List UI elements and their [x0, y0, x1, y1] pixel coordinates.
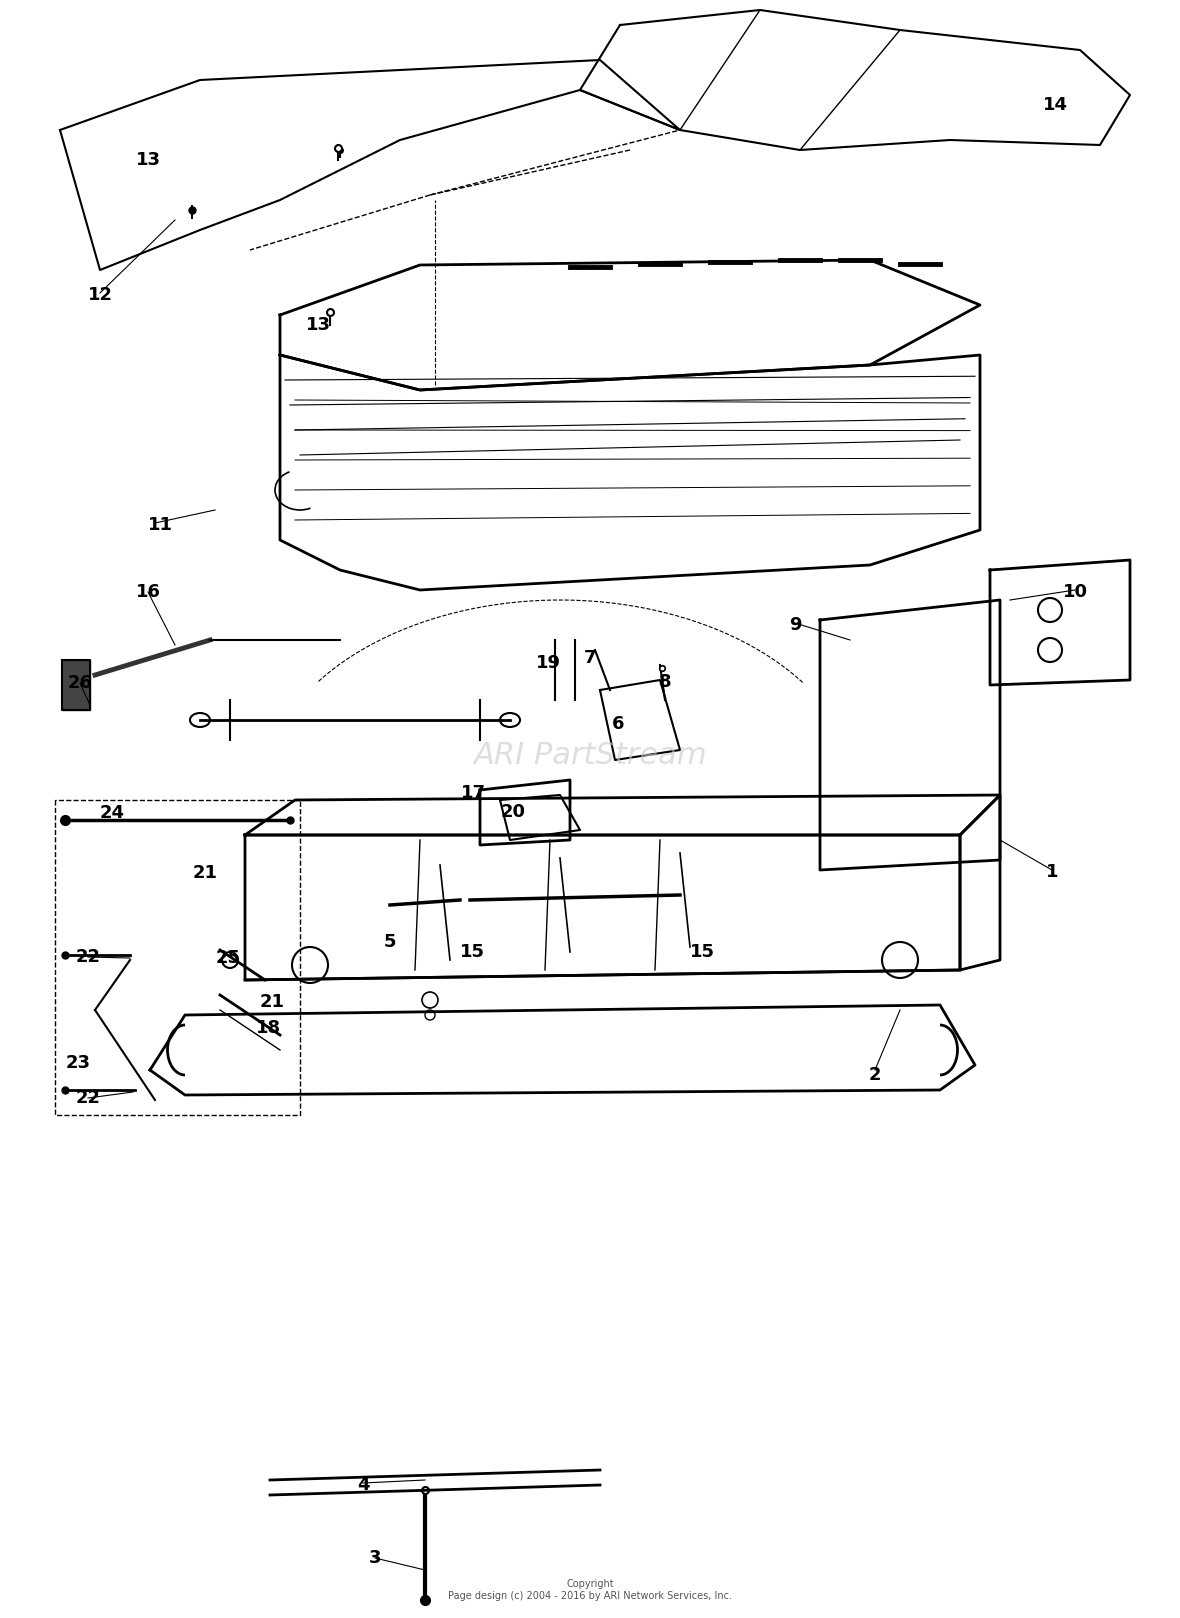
Text: 9: 9 — [788, 616, 801, 634]
Text: Copyright
Page design (c) 2004 - 2016 by ARI Network Services, Inc.: Copyright Page design (c) 2004 - 2016 by… — [448, 1579, 732, 1600]
Text: 18: 18 — [255, 1019, 281, 1037]
Text: 6: 6 — [611, 715, 624, 733]
Text: 10: 10 — [1062, 582, 1088, 600]
Text: 12: 12 — [87, 286, 112, 304]
Text: 25: 25 — [216, 950, 241, 968]
Text: 22: 22 — [76, 1089, 100, 1107]
Text: 4: 4 — [356, 1476, 369, 1493]
Text: 19: 19 — [536, 654, 560, 671]
Text: ARI PartStream: ARI PartStream — [473, 741, 707, 770]
Text: 3: 3 — [368, 1548, 381, 1566]
Text: 23: 23 — [66, 1053, 91, 1073]
Text: 24: 24 — [99, 804, 125, 822]
Text: 21: 21 — [260, 993, 284, 1011]
Text: 14: 14 — [1042, 95, 1068, 113]
Text: 17: 17 — [460, 785, 485, 803]
Text: 22: 22 — [76, 948, 100, 966]
Text: 21: 21 — [192, 864, 217, 882]
Text: 1: 1 — [1045, 862, 1058, 880]
Text: 7: 7 — [584, 649, 596, 667]
Text: 20: 20 — [500, 803, 525, 820]
Text: 11: 11 — [148, 516, 172, 534]
Text: 26: 26 — [67, 675, 92, 693]
Text: 13: 13 — [306, 316, 330, 333]
Text: 16: 16 — [136, 582, 160, 600]
Text: 5: 5 — [384, 934, 396, 951]
Text: 2: 2 — [868, 1066, 881, 1084]
Text: 8: 8 — [658, 673, 671, 691]
Text: 15: 15 — [689, 943, 715, 961]
Text: 15: 15 — [459, 943, 485, 961]
Text: 13: 13 — [136, 150, 160, 168]
